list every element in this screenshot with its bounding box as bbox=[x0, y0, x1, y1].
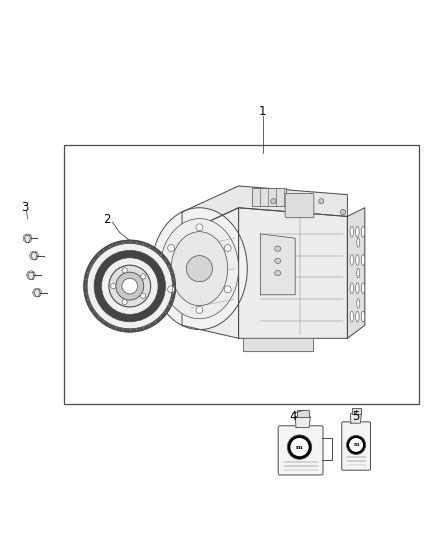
Text: 5: 5 bbox=[353, 410, 360, 423]
Polygon shape bbox=[260, 234, 295, 295]
Ellipse shape bbox=[275, 258, 281, 263]
Circle shape bbox=[168, 245, 175, 252]
Circle shape bbox=[346, 435, 366, 455]
Ellipse shape bbox=[275, 246, 281, 251]
Circle shape bbox=[111, 284, 116, 289]
FancyBboxPatch shape bbox=[278, 426, 323, 475]
Text: 2: 2 bbox=[103, 213, 110, 226]
Ellipse shape bbox=[361, 255, 365, 265]
Polygon shape bbox=[182, 186, 347, 234]
Circle shape bbox=[122, 299, 127, 304]
Text: 1: 1 bbox=[259, 106, 266, 118]
Ellipse shape bbox=[356, 226, 359, 237]
Ellipse shape bbox=[171, 232, 228, 305]
Ellipse shape bbox=[357, 238, 360, 247]
Ellipse shape bbox=[356, 283, 359, 294]
Polygon shape bbox=[295, 417, 311, 427]
Ellipse shape bbox=[167, 225, 232, 312]
Ellipse shape bbox=[275, 270, 281, 276]
Circle shape bbox=[196, 306, 203, 313]
Text: 3: 3 bbox=[21, 201, 29, 214]
Circle shape bbox=[141, 274, 146, 279]
Circle shape bbox=[30, 251, 39, 260]
Ellipse shape bbox=[361, 226, 365, 237]
Circle shape bbox=[141, 293, 146, 298]
Circle shape bbox=[290, 438, 309, 456]
Circle shape bbox=[102, 258, 158, 314]
Circle shape bbox=[109, 265, 151, 307]
Text: m: m bbox=[353, 442, 359, 447]
Ellipse shape bbox=[361, 283, 365, 294]
Circle shape bbox=[349, 438, 363, 452]
Circle shape bbox=[116, 272, 144, 300]
Circle shape bbox=[27, 271, 35, 279]
Circle shape bbox=[122, 268, 127, 273]
Ellipse shape bbox=[357, 268, 360, 278]
Polygon shape bbox=[347, 208, 365, 338]
Circle shape bbox=[271, 199, 276, 204]
Circle shape bbox=[186, 256, 212, 282]
Circle shape bbox=[196, 224, 203, 231]
Circle shape bbox=[23, 234, 32, 243]
Circle shape bbox=[87, 244, 173, 329]
Circle shape bbox=[33, 288, 42, 297]
Circle shape bbox=[340, 209, 346, 215]
Ellipse shape bbox=[160, 219, 239, 319]
Circle shape bbox=[168, 286, 175, 293]
Polygon shape bbox=[350, 414, 361, 423]
Ellipse shape bbox=[350, 311, 353, 322]
Circle shape bbox=[94, 251, 166, 322]
Bar bbox=[352, 408, 361, 414]
Ellipse shape bbox=[350, 226, 353, 237]
Circle shape bbox=[224, 245, 231, 252]
Polygon shape bbox=[239, 208, 347, 338]
Bar bbox=[252, 188, 286, 206]
Text: 4: 4 bbox=[289, 410, 297, 423]
Bar bbox=[297, 410, 309, 417]
Ellipse shape bbox=[350, 283, 353, 294]
Text: m: m bbox=[296, 445, 303, 450]
Bar bbox=[64, 144, 419, 403]
Ellipse shape bbox=[356, 255, 359, 265]
FancyBboxPatch shape bbox=[285, 193, 314, 218]
Ellipse shape bbox=[356, 311, 359, 322]
Ellipse shape bbox=[361, 311, 365, 322]
Ellipse shape bbox=[178, 238, 221, 299]
Ellipse shape bbox=[152, 208, 247, 329]
Circle shape bbox=[122, 278, 138, 294]
Circle shape bbox=[287, 435, 312, 459]
Circle shape bbox=[224, 286, 231, 293]
Circle shape bbox=[319, 199, 324, 204]
Polygon shape bbox=[182, 208, 239, 338]
FancyBboxPatch shape bbox=[342, 422, 371, 470]
Circle shape bbox=[84, 240, 176, 332]
Circle shape bbox=[84, 240, 176, 332]
Ellipse shape bbox=[350, 255, 353, 265]
Polygon shape bbox=[243, 338, 313, 351]
Ellipse shape bbox=[357, 298, 360, 308]
